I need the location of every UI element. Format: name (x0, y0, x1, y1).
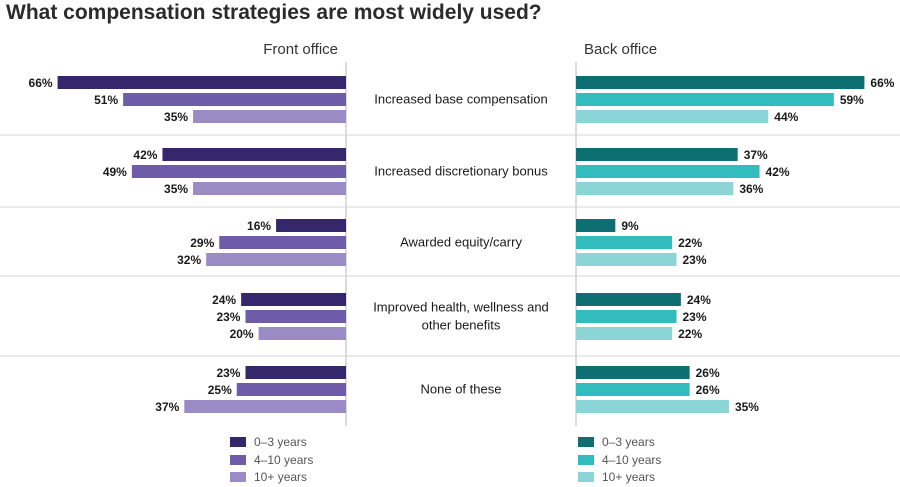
back-value-label-1-2: 59% (840, 93, 864, 107)
front-bar-3-series-1 (276, 219, 346, 232)
back-value-label-3-3: 23% (683, 253, 707, 267)
front-bar-2-series-1 (162, 148, 346, 161)
front-value-label-4-2: 23% (216, 310, 240, 324)
back-value-label-4-2: 23% (683, 310, 707, 324)
back-value-label-5-1: 26% (696, 366, 720, 380)
front-value-label-5-2: 25% (208, 383, 232, 397)
front-bar-1-series-3 (193, 110, 346, 123)
category-label-5: None of these (421, 382, 502, 397)
back-bar-3-series-1 (576, 219, 616, 232)
front-value-label-2-2: 49% (103, 165, 127, 179)
front-value-label-4-1: 24% (212, 293, 236, 307)
category-label-2: Increased discretionary bonus (374, 164, 548, 179)
front-bar-1-series-2 (123, 93, 346, 106)
back-bar-1-series-1 (576, 76, 865, 89)
back-legend-label-2: 4–10 years (602, 453, 661, 467)
front-bar-5-series-1 (245, 366, 346, 379)
back-value-label-4-1: 24% (687, 293, 711, 307)
back-value-label-3-2: 22% (678, 236, 702, 250)
front-value-label-5-3: 37% (155, 400, 179, 414)
front-bar-5-series-3 (184, 400, 346, 413)
front-bar-4-series-3 (258, 327, 346, 340)
front-value-label-5-1: 23% (216, 366, 240, 380)
front-legend-label-3: 10+ years (254, 470, 307, 484)
category-label-3: Awarded equity/carry (400, 235, 522, 250)
back-value-label-1-3: 44% (774, 110, 798, 124)
front-bar-5-series-2 (236, 383, 346, 396)
back-bar-4-series-1 (576, 293, 681, 306)
back-office-title: Back office (584, 41, 657, 58)
back-legend-swatch-3 (578, 472, 594, 482)
front-legend-swatch-2 (230, 455, 246, 465)
front-value-label-2-1: 42% (133, 148, 157, 162)
back-value-label-1-1: 66% (870, 76, 894, 90)
back-value-label-2-1: 37% (744, 148, 768, 162)
back-bar-5-series-2 (576, 383, 690, 396)
front-bar-1-series-1 (57, 76, 347, 89)
front-value-label-3-1: 16% (247, 219, 271, 233)
category-label-4-line-2: other benefits (422, 318, 501, 333)
back-value-label-5-2: 26% (696, 383, 720, 397)
category-label-1: Increased base compensation (374, 92, 547, 107)
front-value-label-1-3: 35% (164, 110, 188, 124)
back-value-label-4-3: 22% (678, 327, 702, 341)
front-office-title: Front office (263, 41, 338, 58)
back-bar-1-series-3 (576, 110, 769, 123)
back-bar-3-series-2 (576, 236, 673, 249)
front-value-label-2-3: 35% (164, 182, 188, 196)
front-value-label-4-3: 20% (230, 327, 254, 341)
back-legend-swatch-1 (578, 437, 594, 447)
back-bar-4-series-2 (576, 310, 677, 323)
back-bar-4-series-3 (576, 327, 673, 340)
front-bar-3-series-2 (219, 236, 346, 249)
back-bar-1-series-2 (576, 93, 834, 106)
front-legend-swatch-3 (230, 472, 246, 482)
front-bar-3-series-3 (206, 253, 346, 266)
front-legend-label-1: 0–3 years (254, 435, 307, 449)
back-value-label-2-3: 36% (739, 182, 763, 196)
front-bar-4-series-2 (245, 310, 346, 323)
front-bar-2-series-3 (193, 182, 346, 195)
front-legend-swatch-1 (230, 437, 246, 447)
front-value-label-3-2: 29% (190, 236, 214, 250)
back-legend-label-3: 10+ years (602, 470, 655, 484)
chart-title: What compensation strategies are most wi… (6, 1, 542, 24)
back-legend-label-1: 0–3 years (602, 435, 655, 449)
front-bar-2-series-2 (131, 165, 346, 178)
back-bar-5-series-3 (576, 400, 729, 413)
back-bar-3-series-3 (576, 253, 677, 266)
back-bar-5-series-1 (576, 366, 690, 379)
front-value-label-3-3: 32% (177, 253, 201, 267)
back-bar-2-series-3 (576, 182, 734, 195)
back-legend-swatch-2 (578, 455, 594, 465)
front-value-label-1-1: 66% (29, 76, 53, 90)
back-value-label-2-2: 42% (766, 165, 790, 179)
back-bar-2-series-1 (576, 148, 738, 161)
back-value-label-3-1: 9% (621, 219, 639, 233)
front-bar-4-series-1 (241, 293, 346, 306)
front-value-label-1-2: 51% (94, 93, 118, 107)
back-bar-2-series-2 (576, 165, 760, 178)
category-label-4-line-1: Improved health, wellness and (373, 300, 549, 315)
front-legend-label-2: 4–10 years (254, 453, 313, 467)
back-value-label-5-3: 35% (735, 400, 759, 414)
